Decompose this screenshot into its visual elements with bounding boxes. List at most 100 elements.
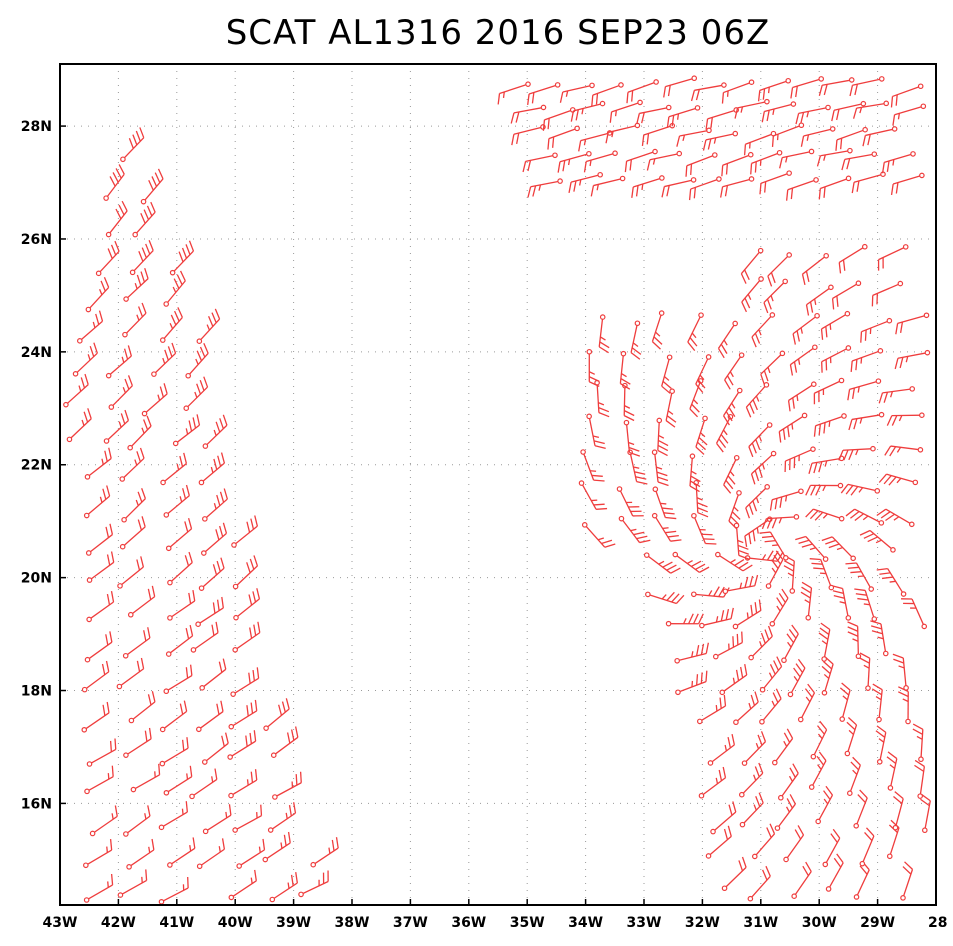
x-axis-ticks: 43W 42W 41W 40W 39W 38W 37W 36W 35W 34W 33W 32W 31W 3… [43, 899, 947, 931]
barb-feather [624, 161, 628, 173]
wind-barb [797, 683, 816, 723]
barb-feather [791, 423, 794, 430]
barb-station [117, 583, 123, 589]
barb-feather [904, 861, 913, 870]
barb-feather [730, 515, 739, 525]
barb-station [552, 152, 558, 159]
barb-feather [798, 539, 810, 544]
barb-feather [737, 539, 744, 544]
barb-feather [769, 823, 776, 835]
barb-feather [895, 323, 899, 335]
barb-feather [783, 565, 794, 572]
wind-barb [230, 667, 260, 697]
wind-barb [609, 99, 643, 123]
barb-feather [720, 610, 725, 622]
barb-feather [814, 298, 817, 305]
barb-feather [725, 411, 733, 422]
barb-feather [578, 140, 582, 152]
wind-barb [831, 280, 862, 310]
wind-barb [687, 312, 704, 352]
barb-station [228, 792, 234, 799]
wind-barb [103, 164, 125, 201]
barb-station [781, 657, 787, 664]
barb-feather [755, 497, 760, 504]
barb-feather [792, 333, 796, 345]
barb-station [759, 718, 765, 725]
barb-feather [810, 485, 817, 496]
barb-feather [718, 769, 723, 781]
barb-station [707, 760, 714, 766]
barb-feather [109, 838, 113, 851]
barb-feather [897, 113, 900, 120]
barb-feather [859, 107, 863, 114]
barb-station [853, 823, 859, 829]
barb-feather [182, 488, 187, 500]
barb-feather [851, 182, 855, 194]
barb-feather [747, 293, 752, 300]
barb-feather [893, 516, 900, 521]
barb-feather [181, 247, 188, 259]
barb-station [886, 853, 893, 860]
wind-barb [202, 414, 228, 449]
barb-feather [150, 201, 156, 213]
wind-barb [666, 105, 701, 128]
barb-feather [181, 739, 185, 751]
wind-barb [86, 591, 115, 623]
barb-feather [256, 667, 260, 679]
y-tick-label: 20N [21, 571, 52, 587]
barb-shaft [639, 106, 669, 115]
barb-feather [720, 186, 724, 198]
barb-station [785, 77, 792, 84]
wind-barb [815, 785, 834, 825]
wind-barb [920, 793, 931, 834]
barb-feather [110, 591, 115, 603]
barb-feather [805, 861, 812, 872]
barb-feather [83, 411, 89, 423]
barb-feather [124, 378, 130, 390]
barb-feather [881, 576, 894, 580]
barb-shaft [793, 871, 812, 897]
barb-feather [106, 701, 110, 713]
wind-barb [808, 751, 827, 790]
wind-barb [759, 170, 792, 195]
barb-feather [748, 533, 752, 545]
barb-feather [877, 636, 884, 640]
barb-shaft [773, 124, 802, 137]
wind-barb [747, 865, 771, 902]
wind-barb [646, 150, 683, 171]
barb-feather [145, 869, 148, 881]
barb-feather [141, 427, 145, 434]
wind-barb [198, 452, 226, 486]
wind-barb [63, 373, 89, 408]
barb-feather [763, 370, 769, 382]
barb-shaft [513, 126, 544, 135]
barb-feather [666, 591, 675, 601]
barb-feather [216, 599, 220, 611]
barb-station [140, 198, 147, 205]
barb-station [782, 555, 789, 561]
barb-feather [101, 663, 106, 675]
wind-barb [723, 454, 740, 494]
wind-barb [818, 175, 852, 200]
barb-feather [691, 651, 694, 658]
x-tick-label: 28 [928, 915, 947, 931]
wind-barb [624, 148, 658, 173]
barb-station [787, 691, 794, 698]
barb-feather [771, 135, 774, 147]
barb-feather [734, 107, 739, 119]
barb-feather [902, 698, 909, 703]
barb-feather [216, 703, 220, 715]
barb-feather [697, 507, 708, 513]
wind-barb [232, 804, 263, 833]
wind-barb [878, 473, 919, 486]
wind-barb [813, 377, 845, 405]
wind-barb [822, 828, 841, 868]
wind-barb [228, 869, 257, 901]
barb-station [912, 479, 919, 486]
barb-station [738, 791, 745, 798]
barb-station [196, 338, 203, 344]
barb-feather [831, 110, 835, 122]
barb-feather [912, 728, 923, 735]
barb-station [230, 691, 236, 697]
x-tick-label: 34W [568, 915, 603, 931]
